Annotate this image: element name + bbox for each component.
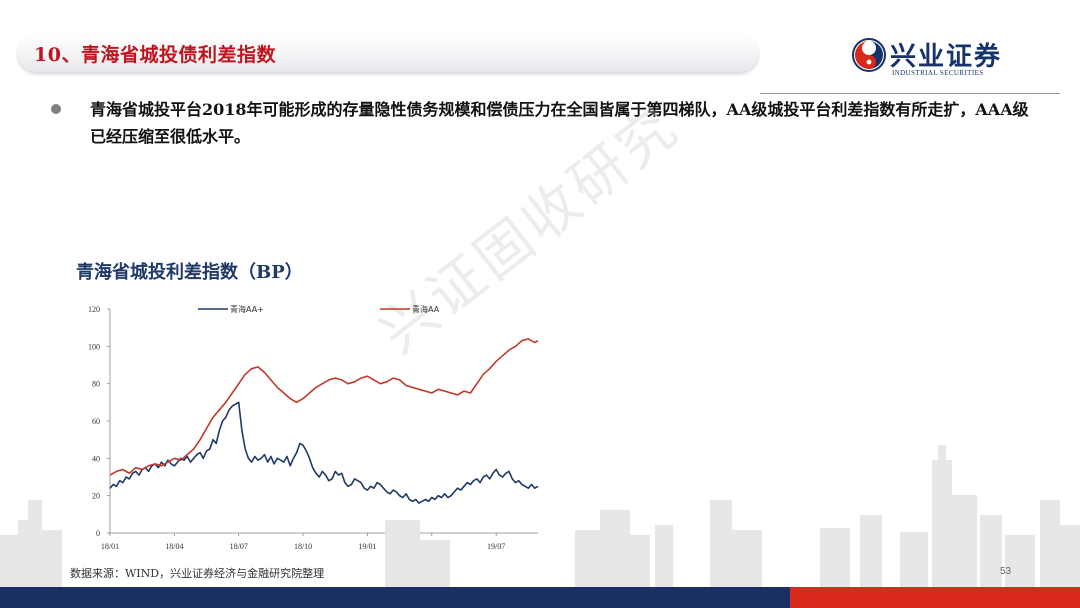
y-tick-label: 120 xyxy=(88,305,100,314)
x-tick-label: 19/07 xyxy=(487,542,505,551)
city-skyline-decoration xyxy=(0,445,1080,587)
logo-text-en: INDUSTRIAL SECURITIES xyxy=(892,69,984,77)
y-tick-label: 100 xyxy=(88,342,100,351)
spread-index-chart: 0 20 40 60 80 100 120 18/01 18/04 18/07 18/10 19/01… xyxy=(88,304,539,551)
x-tick-label: 19/01 xyxy=(358,542,376,551)
legend-label-qinghai-aa: 青海AA xyxy=(412,304,440,314)
footer-bar-red xyxy=(790,587,1080,608)
x-tick-label: 18/04 xyxy=(165,542,183,551)
x-tick-label: 18/01 xyxy=(101,542,119,551)
data-source-note: 数据来源：WIND，兴业证券经济与金融研究院整理 xyxy=(70,567,325,580)
y-tick-label: 80 xyxy=(92,380,100,389)
series-line-qinghai-aa-plus xyxy=(109,401,539,504)
y-tick-label: 60 xyxy=(92,417,100,426)
chart-title: 青海省城投利差指数（BP） xyxy=(76,262,303,283)
company-logo: 兴业证券 INDUSTRIAL SECURITIES xyxy=(852,36,1012,82)
page-number: 53 xyxy=(1000,566,1012,577)
logo-mark-icon xyxy=(852,38,886,72)
x-tick-label: 18/07 xyxy=(230,542,248,551)
y-tick-label: 20 xyxy=(92,492,100,501)
logo-text-cn: 兴业证券 xyxy=(890,42,1003,72)
header-divider xyxy=(760,93,1060,94)
footer-bar-blue xyxy=(0,587,790,608)
x-tick-label: 18/10 xyxy=(294,542,312,551)
y-tick-label: 40 xyxy=(92,454,100,463)
y-tick-label: 0 xyxy=(96,529,100,538)
series-line-qinghai-aa xyxy=(109,338,539,476)
bullet-paragraph: 青海省城投平台2018年可能形成的存量隐性债务规模和偿债压力在全国皆属于第四梯队… xyxy=(90,100,1029,146)
bullet-icon xyxy=(51,104,61,114)
page-title: 10、青海省城投债利差指数 xyxy=(34,44,276,66)
title-banner xyxy=(18,34,758,72)
legend-label-qinghai-aa-plus: 青海AA+ xyxy=(230,304,264,314)
